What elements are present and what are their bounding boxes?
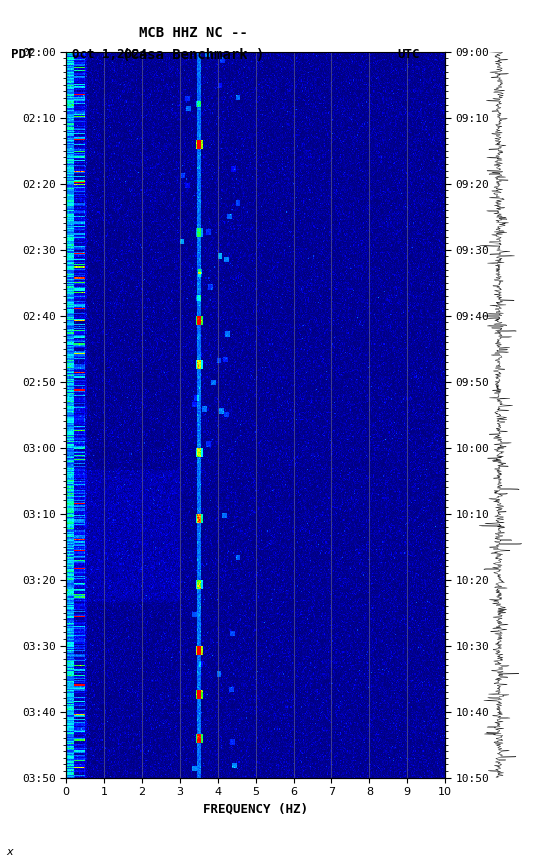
Text: Oct 1,2024: Oct 1,2024 — [72, 48, 147, 60]
X-axis label: FREQUENCY (HZ): FREQUENCY (HZ) — [203, 803, 308, 816]
Text: $\mathit{x}$: $\mathit{x}$ — [6, 848, 14, 857]
Text: (Casa Benchmark ): (Casa Benchmark ) — [122, 48, 264, 61]
Text: MCB HHZ NC --: MCB HHZ NC -- — [139, 26, 248, 40]
Text: UTC: UTC — [397, 48, 420, 60]
Text: PDT: PDT — [11, 48, 34, 60]
